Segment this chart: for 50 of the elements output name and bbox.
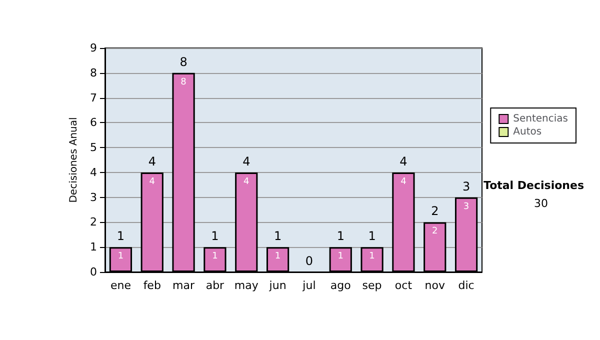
data-label: 4 (244, 176, 250, 187)
x-tick-label: may (234, 279, 259, 292)
y-axis-title: Decisiones Anual (68, 117, 80, 203)
y-tick-label: 6 (90, 116, 97, 130)
data-label: 1 (338, 252, 344, 262)
x-tick-label: jul (302, 279, 316, 292)
total-label: 4 (242, 154, 250, 168)
y-tick-label: 5 (90, 141, 97, 154)
total-label: 1 (368, 229, 376, 244)
y-tick-label: 1 (90, 240, 97, 254)
data-label: 1 (118, 252, 124, 262)
total-label: 4 (400, 154, 408, 168)
x-tick-label: sep (362, 279, 382, 292)
x-tick-label: dic (458, 279, 474, 292)
data-label: 3 (463, 202, 470, 212)
y-tick-label: 0 (90, 266, 97, 278)
total-label: 1 (116, 229, 125, 244)
total-label: 8 (180, 54, 188, 69)
y-tick-label: 3 (90, 190, 97, 204)
data-label: 2 (432, 226, 438, 237)
x-tick-label: nov (424, 279, 446, 292)
y-tick-label: 4 (90, 166, 97, 179)
total-label: 3 (462, 179, 470, 194)
y-tick-label: 7 (90, 91, 97, 104)
text: Total Decisiones (484, 179, 584, 192)
x-tick-label: ene (110, 279, 132, 292)
total-label: 1 (274, 229, 282, 244)
legend-label: Autos (513, 126, 542, 138)
text: 30 (534, 197, 548, 210)
data-label: 1 (212, 252, 218, 262)
data-label: 4 (149, 176, 156, 187)
y-tick-label: 9 (90, 42, 97, 54)
total-label: 1 (211, 229, 219, 244)
total-label: 2 (431, 204, 439, 218)
data-label: 1 (274, 252, 281, 262)
legend-label: Sentencias (513, 114, 568, 124)
data-label: 1 (369, 252, 375, 262)
x-tick-label: ago (330, 279, 352, 292)
data-label: 8 (180, 77, 187, 88)
total-label: 0 (305, 254, 314, 268)
x-tick-label: feb (143, 279, 161, 292)
y-tick-label: 8 (90, 66, 97, 80)
x-tick-label: abr (206, 279, 225, 292)
total-label: 4 (148, 154, 156, 168)
x-tick-label: oct (394, 279, 413, 292)
x-tick-label: mar (172, 279, 196, 292)
x-tick-label: jun (268, 279, 286, 292)
total-label: 1 (336, 229, 344, 244)
data-label: 4 (400, 176, 407, 187)
y-tick-label: 2 (90, 216, 97, 229)
